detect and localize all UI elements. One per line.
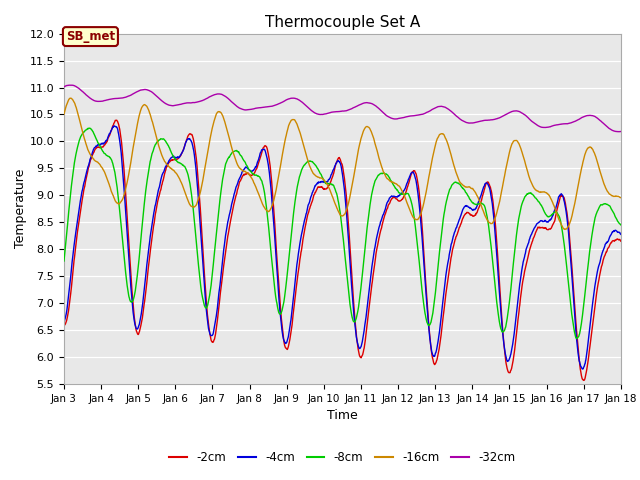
Text: SB_met: SB_met xyxy=(66,30,115,43)
Title: Thermocouple Set A: Thermocouple Set A xyxy=(265,15,420,30)
Y-axis label: Temperature: Temperature xyxy=(13,169,27,249)
Legend: -2cm, -4cm, -8cm, -16cm, -32cm: -2cm, -4cm, -8cm, -16cm, -32cm xyxy=(164,447,520,469)
X-axis label: Time: Time xyxy=(327,409,358,422)
